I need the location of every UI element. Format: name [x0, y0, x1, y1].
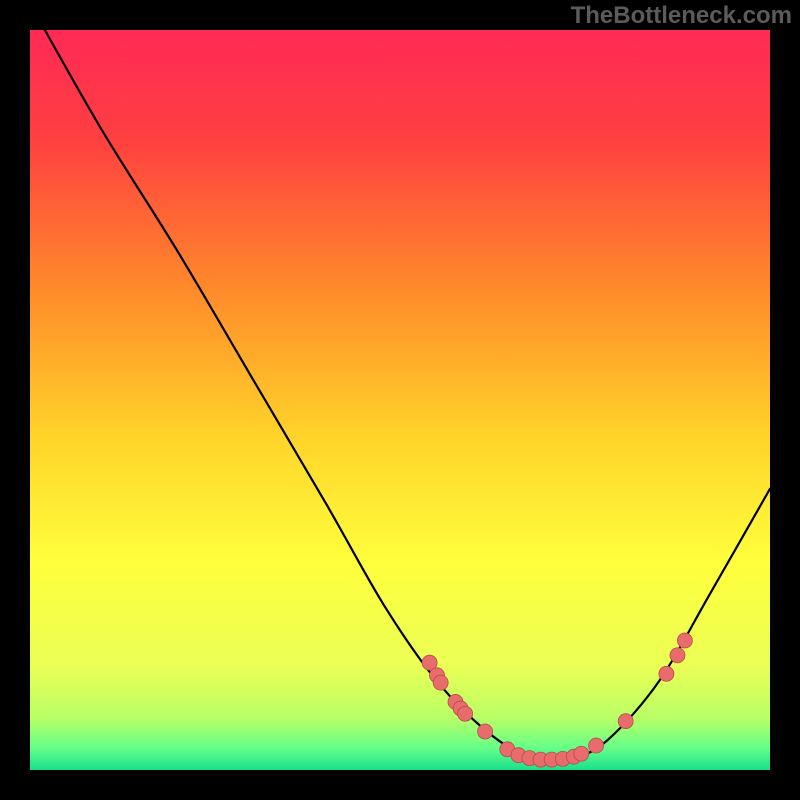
data-marker	[659, 666, 674, 681]
bottleneck-curve-chart	[30, 30, 770, 770]
chart-container	[30, 30, 770, 770]
watermark-text: TheBottleneck.com	[571, 2, 792, 30]
data-marker	[458, 706, 473, 721]
data-marker	[478, 724, 493, 739]
data-marker	[618, 714, 633, 729]
data-marker	[433, 675, 448, 690]
data-marker	[589, 738, 604, 753]
gradient-background	[30, 30, 770, 770]
data-marker	[670, 648, 685, 663]
data-marker	[677, 633, 692, 648]
data-marker	[574, 746, 589, 761]
